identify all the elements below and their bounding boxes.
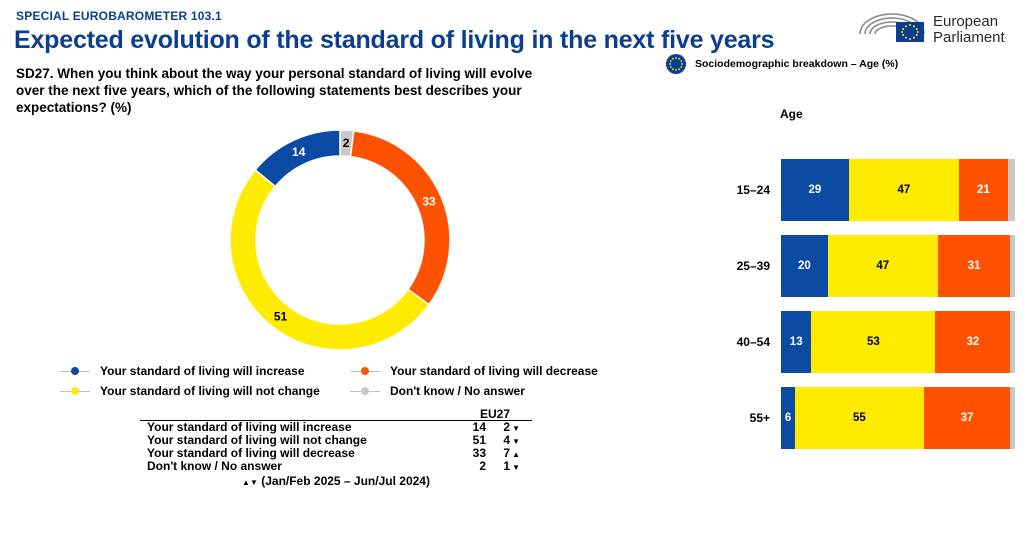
age-chart-title: Age	[780, 107, 803, 121]
diff-value: 4	[503, 433, 511, 447]
age-row: 55+ 6 55 37	[716, 387, 1016, 449]
age-row: 40–54 13 53 32	[716, 311, 1016, 373]
bar-segment-not-change: 47	[848, 159, 959, 221]
bar-segment-decrease: 37	[923, 387, 1011, 449]
table-row-value: 33	[472, 446, 486, 460]
bar-segment-dont-know	[1010, 311, 1015, 373]
european-parliament-logo: European Parliament	[858, 10, 1018, 50]
legend-label-decrease: Your standard of living will decrease	[390, 364, 598, 378]
age-category-label: 15–24	[736, 183, 770, 197]
table-row-value: 51	[472, 433, 486, 447]
age-bar: 6 55 37	[781, 387, 1015, 449]
legend-swatch-not-change	[60, 385, 90, 397]
eu-flag-icon	[666, 54, 686, 74]
table-row-value: 14	[472, 420, 486, 434]
table-row-diff: 2 ▼	[490, 421, 520, 435]
age-bar: 29 47 21	[781, 159, 1015, 221]
bar-segment-increase: 20	[781, 235, 828, 297]
age-category-label: 40–54	[736, 335, 770, 349]
diff-arrow-icon: ▲	[512, 450, 520, 459]
bar-segment-decrease: 21	[958, 159, 1008, 221]
legend-label-increase: Your standard of living will increase	[100, 364, 305, 378]
bar-segment-decrease: 32	[935, 311, 1011, 373]
table-row-label: Don't know / No answer	[147, 459, 282, 473]
table-note-text: (Jan/Feb 2025 – Jun/Jul 2024)	[261, 474, 430, 488]
legend-swatch-increase	[60, 365, 90, 377]
table-note: ▲▼ (Jan/Feb 2025 – Jun/Jul 2024)	[140, 474, 532, 488]
legend-item-not-change: Your standard of living will not change	[60, 384, 320, 398]
table-row-label: Your standard of living will increase	[147, 420, 352, 434]
bar-segment-increase: 6	[781, 387, 796, 449]
legend-label-not-change: Your standard of living will not change	[100, 384, 320, 398]
table-row-diff: 7 ▲	[490, 447, 520, 461]
legend-item-increase: Your standard of living will increase	[60, 364, 305, 378]
diff-arrow-icon: ▼	[512, 437, 520, 446]
bar-segment-not-change: 55	[795, 387, 924, 449]
breakdown-header: Sociodemographic breakdown – Age (%)	[666, 54, 898, 74]
bar-segment-dont-know	[1010, 235, 1015, 297]
donut-slice-decrease	[349, 130, 451, 306]
legend-swatch-decrease	[350, 365, 380, 377]
bar-segment-dont-know	[1010, 387, 1015, 449]
table-row: Your standard of living will decrease 33…	[140, 447, 532, 460]
legend-item-dont-know: Don't know / No answer	[350, 384, 525, 398]
diff-arrow-icon: ▼	[512, 463, 520, 472]
bar-segment-increase: 29	[781, 159, 849, 221]
diff-arrow-icon: ▼	[512, 424, 520, 433]
bar-segment-not-change: 47	[827, 235, 938, 297]
table-row-label: Your standard of living will decrease	[147, 446, 355, 460]
table-row-value: 2	[479, 459, 486, 473]
page-title: Expected evolution of the standard of li…	[14, 26, 775, 54]
age-row: 15–24 29 47 21	[716, 159, 1016, 221]
age-bar: 13 53 32	[781, 311, 1015, 373]
breakdown-label: Sociodemographic breakdown – Age (%)	[695, 58, 899, 70]
bar-segment-increase: 13	[781, 311, 812, 373]
logo-line-2: Parliament	[933, 29, 1005, 46]
logo-text: European Parliament	[933, 14, 1005, 46]
chart-legend: Your standard of living will increase Yo…	[60, 364, 620, 404]
donut-slice-not-change	[229, 168, 431, 351]
diff-value: 1	[503, 459, 511, 473]
legend-item-decrease: Your standard of living will decrease	[350, 364, 598, 378]
bar-segment-dont-know	[1007, 159, 1015, 221]
age-category-label: 55+	[749, 411, 770, 425]
table-row: Your standard of living will increase 14…	[140, 421, 532, 434]
bar-segment-not-change: 53	[811, 311, 936, 373]
eu27-table: EU27 Your standard of living will increa…	[140, 407, 532, 488]
age-category-label: 25–39	[736, 259, 770, 273]
parliament-emblem-icon	[859, 13, 925, 42]
legend-label-dont-know: Don't know / No answer	[390, 384, 525, 398]
donut-label-decrease: 33	[422, 194, 436, 208]
table-header: EU27	[140, 407, 532, 421]
table-column-header: EU27	[479, 407, 510, 421]
table-row-diff: 1 ▼	[490, 460, 520, 474]
donut-slice-increase	[254, 129, 341, 188]
legend-swatch-dont-know	[350, 385, 380, 397]
donut-label-increase: 14	[292, 145, 306, 159]
age-bar: 20 47 31	[781, 235, 1015, 297]
table-row: Don't know / No answer 2 1 ▼	[140, 460, 532, 473]
survey-name: SPECIAL EUROBAROMETER 103.1	[16, 9, 222, 23]
diff-value: 2	[503, 420, 511, 434]
note-arrows-icon: ▲▼	[242, 478, 258, 487]
donut-label-not-change: 51	[274, 310, 288, 324]
logo-line-1: European	[933, 13, 999, 30]
bar-segment-decrease: 31	[937, 235, 1011, 297]
donut-chart: 2 33 51 14	[229, 129, 451, 351]
table-row-diff: 4 ▼	[490, 434, 520, 448]
donut-label-dont-know: 2	[343, 136, 350, 150]
age-row: 25–39 20 47 31	[716, 235, 1016, 297]
diff-value: 7	[503, 446, 511, 460]
table-row-label: Your standard of living will not change	[147, 433, 367, 447]
table-row: Your standard of living will not change …	[140, 434, 532, 447]
question-text: SD27. When you think about the way your …	[16, 66, 533, 115]
